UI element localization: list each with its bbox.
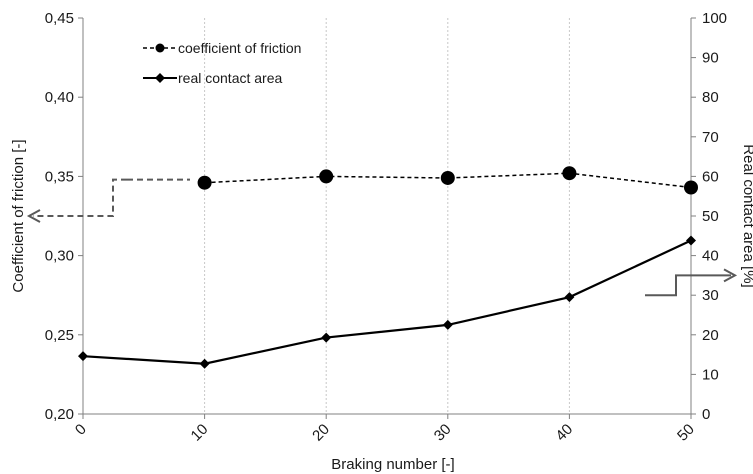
data-point-friction <box>562 166 577 181</box>
y-right-tick-label: 70 <box>702 129 719 146</box>
annotation-arrows <box>26 178 738 297</box>
y-right-tick-label: 10 <box>702 366 719 383</box>
data-point-friction <box>684 180 698 195</box>
x-tick-label: 30 <box>431 421 455 445</box>
data-point-contact-area <box>564 292 575 303</box>
y-right-tick-label: 100 <box>702 10 727 27</box>
data-point-friction <box>197 175 212 190</box>
series-line-contact-area <box>82 239 692 365</box>
legend-marker-contact <box>155 73 165 83</box>
y-left-tick-label: 0,45 <box>45 10 74 27</box>
x-tick-label: 0 <box>72 421 90 439</box>
y-left-tick-label: 0,20 <box>45 406 74 423</box>
data-point-contact-area <box>321 332 332 343</box>
y-left-tick-label: 0,35 <box>45 168 74 185</box>
legend-label-contact: real contact area <box>178 70 282 86</box>
y-left-axis-title: Coefficient of friction [-] <box>10 139 27 292</box>
y-right-tick-label: 80 <box>702 89 719 106</box>
x-tick-label: 10 <box>188 421 212 445</box>
y-left-tick-label: 0,30 <box>45 248 74 265</box>
y-right-tick-label: 20 <box>702 327 719 344</box>
arrow-head-left <box>26 209 41 223</box>
arrow-to-left-axis <box>33 178 127 217</box>
y-right-axis-title: Real contact area [%] <box>740 144 753 287</box>
legend-label-friction: coefficient of friction <box>178 40 301 56</box>
data-point-contact-area <box>686 235 696 246</box>
x-tick-label: 40 <box>552 421 576 445</box>
data-point-contact-area <box>442 319 453 330</box>
y-right-tick-label: 90 <box>702 50 719 67</box>
y-right-tick-label: 50 <box>702 208 719 225</box>
legend: coefficient of friction real contact are… <box>143 40 301 86</box>
y-right-tick-label: 60 <box>702 168 719 185</box>
grid-lines <box>204 18 570 414</box>
x-tick-label: 50 <box>674 421 698 445</box>
y-right-tick-label: 0 <box>702 406 710 423</box>
series-layer <box>78 166 698 369</box>
y-right-tick-label: 30 <box>702 287 719 304</box>
tick-labels: 0,450,400,350,300,250,201009080706050403… <box>45 10 727 445</box>
arrow-head-right <box>723 268 738 283</box>
legend-marker-friction <box>155 43 165 53</box>
x-axis-title: Braking number [-] <box>331 456 454 473</box>
y-left-tick-label: 0,25 <box>45 327 74 344</box>
y-right-tick-label: 40 <box>702 248 719 265</box>
data-point-contact-area <box>199 358 210 369</box>
y-left-tick-label: 0,40 <box>45 89 74 106</box>
data-point-contact-area <box>78 351 88 362</box>
x-tick-label: 20 <box>309 421 333 445</box>
arrow-to-right-axis <box>645 274 731 297</box>
data-point-friction <box>440 170 455 185</box>
data-point-friction <box>319 169 334 184</box>
